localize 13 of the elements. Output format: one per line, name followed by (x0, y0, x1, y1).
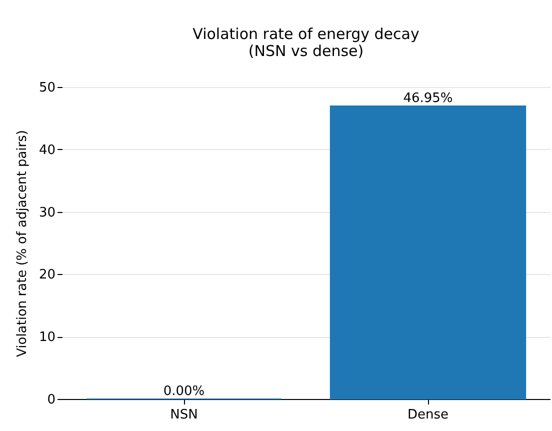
data-label: 0.00% (163, 384, 205, 399)
text: (NSN vs dense) (248, 42, 364, 60)
data-label: 46.95% (403, 91, 453, 106)
y-tick-label: 10 (38, 330, 56, 346)
y-tick-label: 20 (38, 268, 56, 283)
y-tick-label: 40 (38, 142, 56, 158)
x-tick-label: Dense (407, 408, 449, 422)
text: Violation rate of energy decay (192, 25, 420, 43)
y-axis-title: Violation rate (% of adjacent pairs) (14, 130, 30, 357)
y-tick-label: 50 (38, 80, 56, 96)
y-tick-label: 30 (38, 205, 56, 220)
x-tick-label: NSN (170, 408, 198, 422)
y-tick-label: 0 (47, 392, 56, 408)
